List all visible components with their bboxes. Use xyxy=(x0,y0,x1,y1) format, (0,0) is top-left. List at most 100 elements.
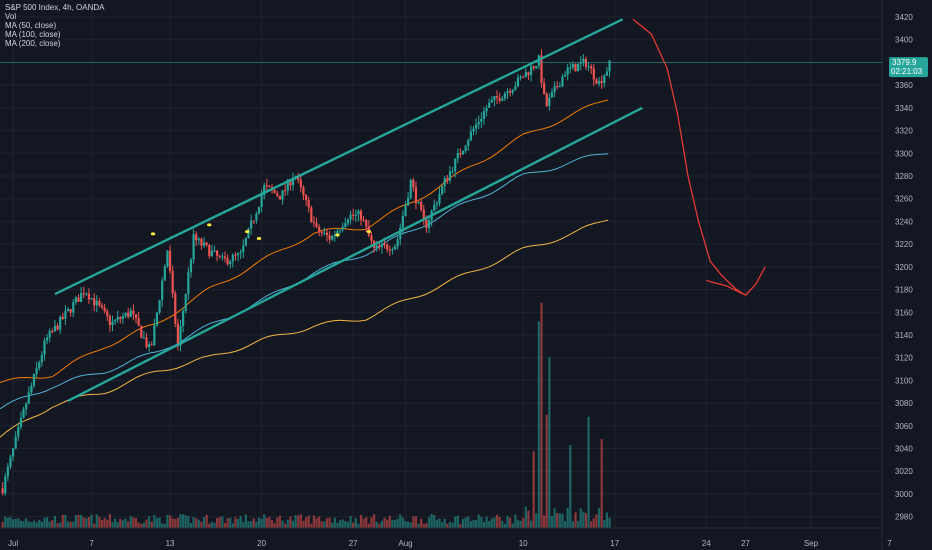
candle-body xyxy=(213,250,216,252)
volume-bar xyxy=(6,517,9,528)
volume-bar xyxy=(150,521,153,528)
volume-bar xyxy=(503,523,506,528)
volume-bar xyxy=(357,523,360,528)
price-tick-label: 3140 xyxy=(895,331,913,340)
volume-bar xyxy=(284,523,287,528)
candle-body xyxy=(247,228,250,239)
candle-body xyxy=(273,190,276,194)
volume-bar xyxy=(595,514,598,528)
candle-body xyxy=(129,310,132,317)
volume-bar xyxy=(43,517,46,528)
candle-body xyxy=(265,185,268,187)
candle-body xyxy=(480,118,483,122)
legend-ma200[interactable]: MA (200, close) xyxy=(5,39,61,48)
candle-body xyxy=(255,213,258,221)
volume-bar xyxy=(302,520,305,528)
volume-bars xyxy=(1,302,611,528)
volume-bar xyxy=(414,516,418,528)
volume-bar xyxy=(584,513,588,528)
volume-bar xyxy=(244,514,248,528)
volume-bar xyxy=(85,518,88,528)
volume-bar xyxy=(195,518,198,528)
volume-bar xyxy=(409,522,412,528)
candle-body xyxy=(208,244,211,256)
volume-bar xyxy=(590,521,593,528)
candle-body xyxy=(153,325,156,346)
candle-body xyxy=(244,238,248,246)
time-tick-label: 7 xyxy=(887,539,892,548)
volume-bar xyxy=(4,516,7,528)
legend-title[interactable]: S&P 500 Index, 4h, OANDA xyxy=(5,3,105,12)
volume-bar xyxy=(310,523,313,528)
volume-bar xyxy=(441,522,444,528)
time-tick-label: Aug xyxy=(398,539,412,548)
candle-body xyxy=(375,245,378,248)
candle-body xyxy=(543,83,546,94)
candle-body xyxy=(82,293,85,295)
candle-body xyxy=(1,488,4,494)
candle-body xyxy=(524,72,527,78)
volume-bar xyxy=(587,416,590,528)
candle-body xyxy=(210,250,213,256)
candle-body xyxy=(600,81,603,84)
candle-body xyxy=(446,178,449,181)
volume-bar xyxy=(540,302,543,528)
volume-bar xyxy=(577,520,580,528)
candle-body xyxy=(216,250,219,256)
legend-ma50[interactable]: MA (50, close) xyxy=(5,21,57,30)
volume-bar xyxy=(289,516,292,528)
candle-body xyxy=(9,456,12,467)
volume-bar xyxy=(359,515,363,528)
price-tick-label: 3200 xyxy=(895,263,913,272)
volume-bar xyxy=(352,522,355,528)
candle-body xyxy=(111,321,114,325)
volume-bar xyxy=(145,519,148,528)
time-tick-label: 20 xyxy=(257,539,266,548)
candle-body xyxy=(263,185,266,196)
time-tick-label: Jul xyxy=(8,539,18,548)
volume-bar xyxy=(252,518,255,528)
volume-bar xyxy=(511,523,514,528)
volume-bar xyxy=(383,517,386,528)
candle-body xyxy=(304,195,308,201)
candle-body xyxy=(561,76,564,87)
candle-body xyxy=(257,207,261,214)
volume-bar xyxy=(134,517,138,528)
candle-body xyxy=(53,325,57,332)
price-tick-label: 3100 xyxy=(895,376,913,385)
volume-bar xyxy=(158,517,161,528)
price-tick-label: 3040 xyxy=(895,445,913,454)
candle-body xyxy=(592,68,595,80)
volume-bar xyxy=(236,518,240,528)
signal-marker xyxy=(366,230,372,234)
volume-bar xyxy=(129,516,132,528)
volume-bar xyxy=(66,521,70,528)
price-tick-label: 3080 xyxy=(895,399,913,408)
candle-body xyxy=(32,373,36,386)
legend-vol[interactable]: Vol xyxy=(5,12,17,21)
candle-body xyxy=(25,403,28,410)
candle-body xyxy=(441,186,444,195)
volume-bar xyxy=(501,520,504,528)
price-tick-label: 3160 xyxy=(895,308,913,317)
volume-bar xyxy=(30,522,33,528)
candle-body xyxy=(333,234,336,236)
volume-bar xyxy=(103,517,106,528)
candle-body xyxy=(522,76,525,78)
volume-bar xyxy=(17,518,20,528)
candle-body xyxy=(488,102,491,108)
legend-ma100[interactable]: MA (100, close) xyxy=(5,30,61,39)
volume-bar xyxy=(574,512,577,528)
volume-bar xyxy=(461,518,465,528)
candle-body xyxy=(59,316,62,330)
volume-bar xyxy=(9,516,12,528)
candle-body xyxy=(323,232,326,234)
volume-bar xyxy=(605,512,609,528)
volume-bar xyxy=(422,523,425,528)
candle-body xyxy=(325,232,329,236)
price-tick-label: 3360 xyxy=(895,81,913,90)
volume-bar xyxy=(265,517,268,528)
volume-bar xyxy=(189,522,193,528)
volume-bar xyxy=(475,519,478,528)
